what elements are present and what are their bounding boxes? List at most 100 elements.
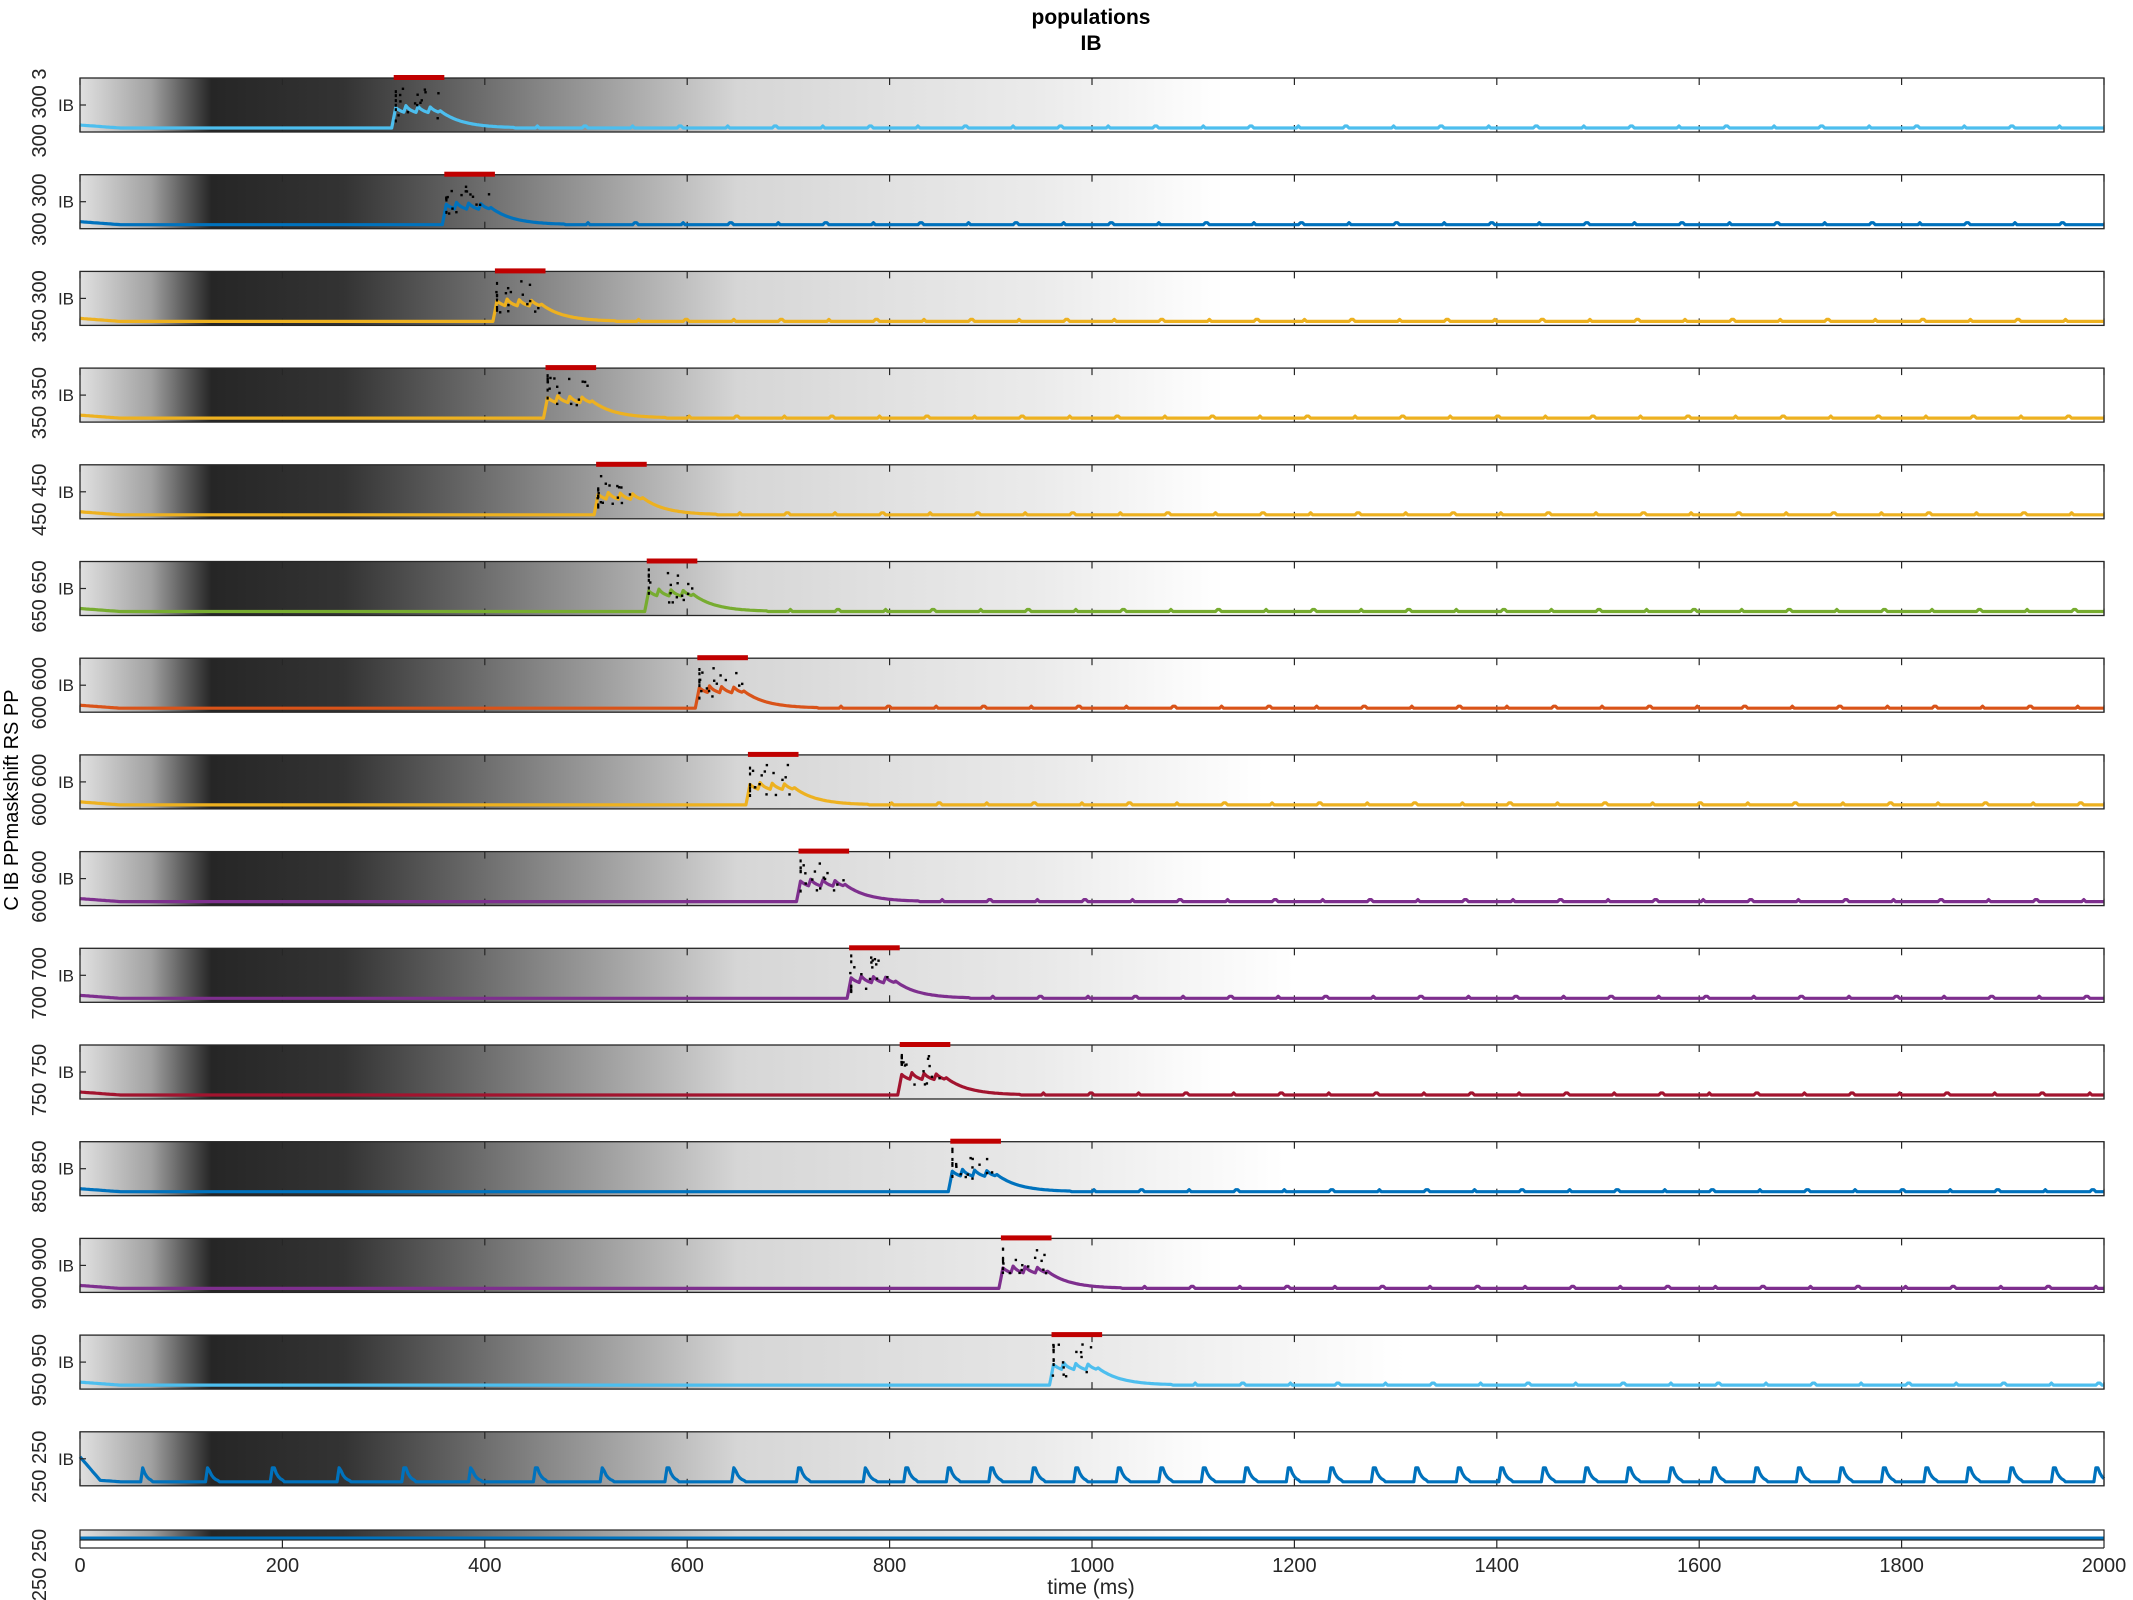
- panel-shading: [80, 464, 2104, 519]
- raster-dot: [786, 763, 790, 767]
- x-axis-label: time (ms): [1047, 1576, 1135, 1599]
- panel-ylabel: IB: [58, 289, 74, 308]
- x-tick-label: 800: [873, 1555, 906, 1577]
- raster-dot: [698, 667, 701, 671]
- y-axis-label: C IB PPmaskshift RS PP: [1, 689, 23, 910]
- raster-dot: [922, 1070, 925, 1073]
- raster-dot: [875, 963, 878, 966]
- raster-dot: [445, 210, 448, 214]
- raster-dot: [406, 111, 410, 114]
- raster-dot: [870, 956, 873, 959]
- raster-dot: [556, 385, 559, 388]
- panel-4: IB: [58, 365, 2105, 423]
- raster-dot: [818, 862, 822, 865]
- raster-dot: [628, 493, 632, 496]
- panel-ylabel: IB: [58, 966, 74, 985]
- raster-dot: [823, 877, 827, 881]
- raster-dot: [575, 403, 578, 407]
- panel-ylabel: IB: [58, 1160, 74, 1179]
- raster-dot: [475, 203, 478, 206]
- raster-dot: [680, 594, 684, 597]
- raster-dot: [741, 682, 744, 686]
- raster-dot: [698, 684, 701, 688]
- raster-dot: [1062, 1373, 1065, 1376]
- raster-dot: [1035, 1249, 1039, 1252]
- raster-dot: [804, 872, 807, 875]
- raster-dot: [647, 574, 650, 578]
- population-trace: [79, 1264, 2104, 1291]
- raster-dot: [903, 1064, 907, 1067]
- raster-dot: [504, 291, 508, 295]
- raster-dot: [445, 198, 448, 202]
- raster-dot: [1043, 1253, 1046, 1257]
- raster-dot: [735, 671, 738, 675]
- raster-dot: [955, 1164, 958, 1167]
- stimulus-bar: [950, 1138, 1001, 1144]
- raster-dot: [971, 1157, 974, 1161]
- left-tick-label: 600 600: [29, 850, 51, 922]
- raster-dot: [1079, 1351, 1083, 1354]
- left-tick-label: 900 900: [29, 1237, 51, 1309]
- raster-dot: [781, 778, 784, 782]
- raster-dot: [583, 380, 587, 384]
- population-trace: [79, 587, 2104, 614]
- x-tick-label: 1200: [1272, 1555, 1317, 1577]
- raster-dot: [748, 783, 752, 787]
- raster-dot: [1040, 1259, 1043, 1263]
- raster-dot: [1052, 1348, 1055, 1352]
- x-tick-label: 2000: [2082, 1555, 2127, 1577]
- raster-dot: [842, 879, 845, 882]
- raster-dot: [826, 871, 829, 875]
- raster-dot: [528, 283, 532, 287]
- raster-dot: [971, 1177, 974, 1180]
- raster-dot: [927, 1055, 931, 1058]
- raster-dot: [471, 195, 475, 198]
- raster-dot: [1021, 1263, 1024, 1267]
- raster-dot: [495, 281, 499, 285]
- panel-shading: [80, 754, 2104, 809]
- raster-dot: [1061, 1361, 1065, 1364]
- raster-dot: [419, 101, 422, 104]
- x-tick-label: 1600: [1677, 1555, 1722, 1577]
- raster-dot: [420, 99, 423, 102]
- raster-dot: [537, 306, 540, 310]
- raster-dot: [682, 598, 685, 602]
- raster-dot: [546, 388, 549, 392]
- raster-dot: [1052, 1363, 1055, 1367]
- raster-dot: [509, 290, 513, 294]
- raster-dot: [526, 302, 529, 306]
- stimulus-bar: [596, 461, 647, 467]
- panel-ylabel: IB: [58, 1256, 74, 1275]
- raster-dot: [691, 587, 694, 590]
- raster-dot: [521, 293, 524, 296]
- raster-dot: [813, 870, 817, 873]
- panel-15: IB: [58, 1431, 2106, 1487]
- raster-dot: [597, 487, 600, 491]
- strip-shading: [80, 1530, 2104, 1540]
- raster-dot: [1044, 1271, 1048, 1275]
- raster-dot: [905, 1063, 908, 1066]
- panel-12: IB: [58, 1138, 2105, 1197]
- raster-dot: [436, 117, 439, 120]
- raster-dot: [849, 971, 852, 975]
- raster-dot: [495, 298, 499, 302]
- raster-dot: [478, 203, 482, 206]
- raster-dot: [748, 789, 752, 793]
- left-tick-label: 450 450: [29, 464, 51, 536]
- raster-dot: [445, 196, 448, 200]
- raster-dot: [394, 99, 397, 103]
- raster-dot: [649, 581, 652, 584]
- raster-dot: [599, 474, 603, 478]
- raster-dot: [1080, 1355, 1083, 1359]
- raster-dot: [700, 689, 703, 693]
- panel-ylabel: IB: [58, 773, 74, 792]
- raster-dot: [1027, 1265, 1030, 1268]
- raster-dot: [460, 193, 463, 197]
- panel-shading: [80, 561, 2104, 616]
- raster-dot: [555, 402, 559, 406]
- panel-10: IB: [58, 945, 2105, 1003]
- raster-dot: [724, 678, 728, 682]
- population-trace: [78, 1455, 2106, 1484]
- panel-ylabel: IB: [58, 96, 74, 115]
- population-trace: [79, 1167, 2104, 1194]
